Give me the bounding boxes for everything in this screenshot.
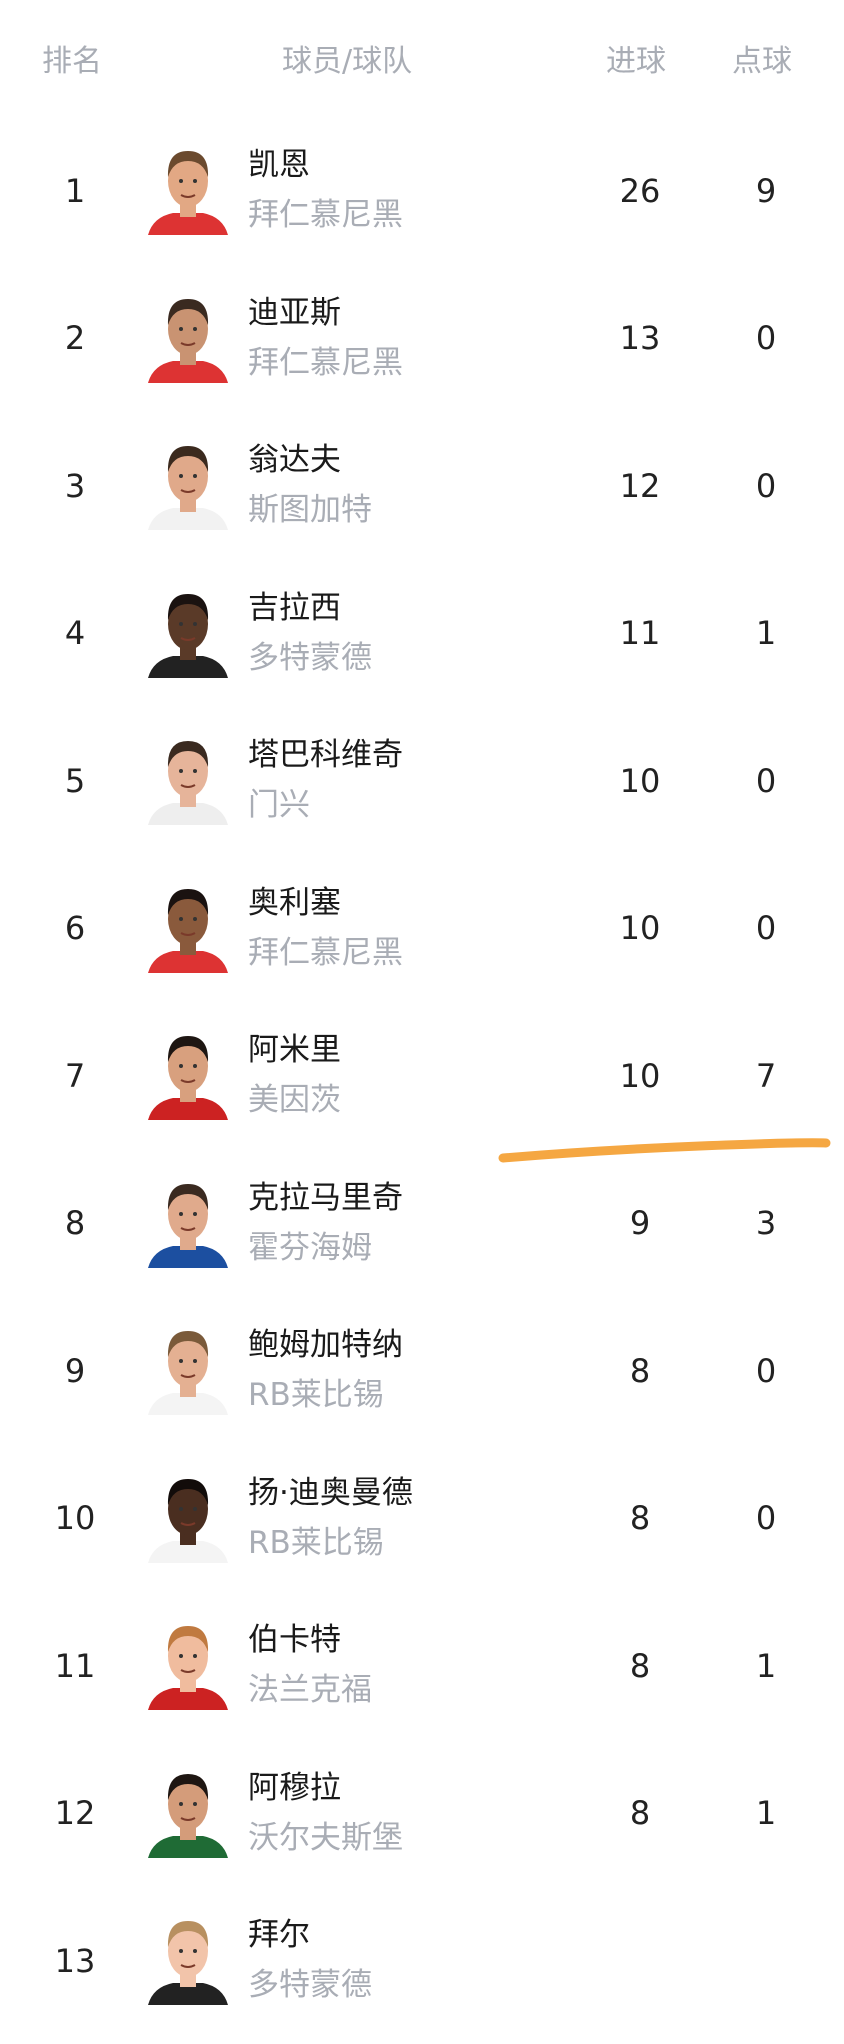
goals: 8 <box>629 1646 651 1685</box>
penalties: 0 <box>755 1499 777 1537</box>
header-goals[interactable]: 进球 <box>606 44 666 79</box>
player-avatar[interactable] <box>143 434 233 530</box>
rank: 13 <box>54 1941 96 1980</box>
table-row[interactable]: 3 翁达夫 斯图加特 12 0 <box>0 412 844 559</box>
rank: 5 <box>64 761 86 800</box>
team-name[interactable]: 拜仁慕尼黑 <box>248 934 403 971</box>
team-name[interactable]: 多特蒙德 <box>248 639 372 676</box>
table-row[interactable]: 13 拜尔 多特蒙德 <box>0 1887 844 2034</box>
team-name[interactable]: 门兴 <box>248 787 310 823</box>
penalties: 0 <box>755 1351 777 1390</box>
goals: 11 <box>619 614 661 652</box>
team-name[interactable]: RB莱比锡 <box>248 1524 384 1561</box>
rank: 6 <box>64 909 86 947</box>
player-name[interactable]: 伯卡特 <box>248 1622 341 1658</box>
player-name[interactable]: 阿米里 <box>248 1032 341 1068</box>
rank: 12 <box>54 1794 96 1832</box>
player-name[interactable]: 扬·迪奥曼德 <box>248 1474 413 1511</box>
penalties: 0 <box>755 319 777 357</box>
penalties: 1 <box>755 1794 777 1832</box>
player-avatar[interactable] <box>143 582 233 678</box>
header-player-team: 球员/球队 <box>282 44 413 79</box>
rank: 8 <box>64 1204 86 1242</box>
goals: 12 <box>619 466 661 505</box>
player-avatar[interactable] <box>143 139 233 235</box>
rank: 2 <box>64 319 86 357</box>
rank: 9 <box>64 1351 86 1390</box>
player-name[interactable]: 奥利塞 <box>248 884 341 921</box>
table-row[interactable]: 2 迪亚斯 拜仁慕尼黑 13 0 <box>0 265 844 412</box>
goals: 26 <box>619 171 661 210</box>
goals: 13 <box>619 319 661 357</box>
team-name[interactable]: 多特蒙德 <box>248 1967 372 2003</box>
player-avatar[interactable] <box>143 1319 233 1415</box>
table-row[interactable]: 11 伯卡特 法兰克福 8 1 <box>0 1592 844 1739</box>
table-row[interactable]: 5 塔巴科维奇 门兴 10 0 <box>0 707 844 854</box>
goals: 8 <box>629 1351 651 1390</box>
penalties: 0 <box>755 909 777 947</box>
player-avatar[interactable] <box>143 287 233 383</box>
rank: 3 <box>64 466 86 505</box>
player-name[interactable]: 拜尔 <box>248 1917 310 1953</box>
goals: 10 <box>619 909 661 947</box>
header-penalties[interactable]: 点球 <box>732 44 792 79</box>
penalties: 0 <box>755 466 777 505</box>
player-avatar[interactable] <box>143 1762 233 1858</box>
goals: 9 <box>629 1204 651 1242</box>
player-avatar[interactable] <box>143 1024 233 1120</box>
player-avatar[interactable] <box>143 729 233 825</box>
team-name[interactable]: RB莱比锡 <box>248 1377 384 1413</box>
rank: 10 <box>54 1499 96 1537</box>
table-row[interactable]: 10 扬·迪奥曼德 RB莱比锡 8 0 <box>0 1445 844 1592</box>
player-name[interactable]: 克拉马里奇 <box>248 1179 403 1216</box>
rank: 7 <box>64 1056 86 1095</box>
player-name[interactable]: 翁达夫 <box>248 442 341 478</box>
penalties: 7 <box>755 1056 777 1095</box>
penalties: 9 <box>755 171 777 210</box>
rank: 4 <box>64 614 86 652</box>
table-row[interactable]: 9 鲍姆加特纳 RB莱比锡 8 0 <box>0 1297 844 1444</box>
rank: 11 <box>54 1646 96 1685</box>
penalties: 1 <box>755 1646 777 1685</box>
penalties: 0 <box>755 761 777 800</box>
goals: 8 <box>629 1794 651 1832</box>
player-avatar[interactable] <box>143 1909 233 2005</box>
team-name[interactable]: 美因茨 <box>248 1082 341 1118</box>
player-name[interactable]: 迪亚斯 <box>248 294 341 331</box>
player-name[interactable]: 吉拉西 <box>248 589 341 626</box>
table-row[interactable]: 8 克拉马里奇 霍芬海姆 9 3 <box>0 1150 844 1297</box>
team-name[interactable]: 拜仁慕尼黑 <box>248 197 403 233</box>
table-row[interactable]: 6 奥利塞 拜仁慕尼黑 10 0 <box>0 855 844 1002</box>
goals: 10 <box>619 1056 661 1095</box>
header-rank: 排名 <box>42 44 102 79</box>
player-name[interactable]: 凯恩 <box>248 147 310 183</box>
team-name[interactable]: 斯图加特 <box>248 492 372 528</box>
player-name[interactable]: 阿穆拉 <box>248 1769 341 1806</box>
rank: 1 <box>64 171 86 210</box>
player-avatar[interactable] <box>143 1614 233 1710</box>
player-avatar[interactable] <box>143 877 233 973</box>
team-name[interactable]: 霍芬海姆 <box>248 1229 372 1266</box>
player-avatar[interactable] <box>143 1172 233 1268</box>
team-name[interactable]: 沃尔夫斯堡 <box>248 1819 403 1856</box>
player-avatar[interactable] <box>143 1467 233 1563</box>
table-row[interactable]: 7 阿米里 美因茨 10 7 <box>0 1002 844 1149</box>
table-row[interactable]: 12 阿穆拉 沃尔夫斯堡 8 1 <box>0 1740 844 1887</box>
player-name[interactable]: 鲍姆加特纳 <box>248 1327 403 1363</box>
player-name[interactable]: 塔巴科维奇 <box>248 737 403 773</box>
table-row[interactable]: 1 凯恩 拜仁慕尼黑 26 9 <box>0 117 844 264</box>
team-name[interactable]: 拜仁慕尼黑 <box>248 344 403 381</box>
team-name[interactable]: 法兰克福 <box>248 1672 372 1708</box>
goals: 10 <box>619 761 661 800</box>
goals: 8 <box>629 1499 651 1537</box>
penalties: 1 <box>755 614 777 652</box>
penalties: 3 <box>755 1204 777 1242</box>
table-row[interactable]: 4 吉拉西 多特蒙德 11 1 <box>0 560 844 707</box>
